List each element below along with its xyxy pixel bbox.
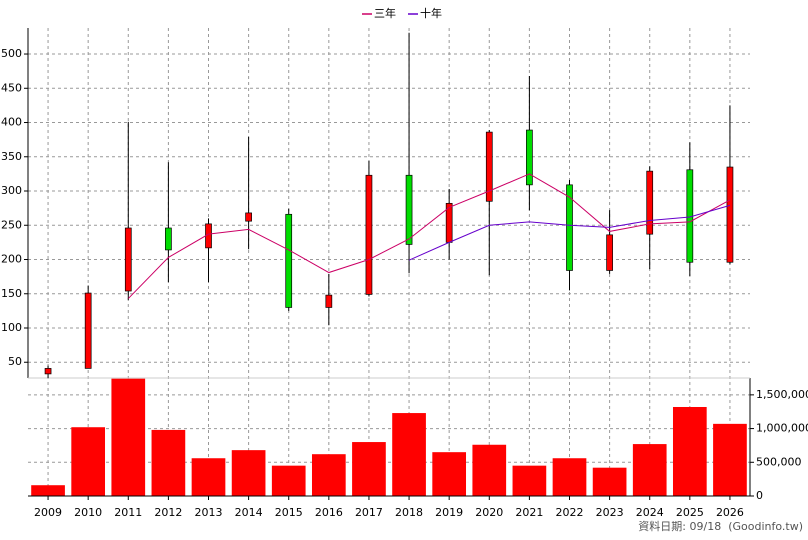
y-tick-label: 150 xyxy=(1,287,22,300)
volume-bar xyxy=(472,444,507,496)
x-tick-label: 2022 xyxy=(556,506,584,519)
ma-line xyxy=(408,204,731,261)
volume-bar xyxy=(231,450,266,496)
candle-body xyxy=(526,129,533,186)
candle-body xyxy=(646,170,654,235)
candle-body xyxy=(84,292,92,369)
volume-bar xyxy=(271,465,306,496)
candle-body xyxy=(245,212,252,222)
x-tick-label: 2017 xyxy=(355,506,383,519)
x-tick-label: 2010 xyxy=(74,506,102,519)
candle-body xyxy=(124,227,132,292)
x-tick-label: 2009 xyxy=(34,506,62,519)
y-tick-label: 200 xyxy=(1,253,22,266)
x-tick-label: 2021 xyxy=(515,506,543,519)
x-tick-label: 2016 xyxy=(315,506,343,519)
candle-body xyxy=(325,294,333,308)
candle-body xyxy=(485,131,493,202)
volume-bar xyxy=(672,406,707,496)
y-tick-label: 350 xyxy=(1,150,22,163)
legend-label: 十年 xyxy=(420,6,442,20)
candle-body xyxy=(566,184,573,271)
y2-tick-label: 0 xyxy=(756,489,763,502)
candle-body xyxy=(165,227,172,251)
x-tick-label: 2026 xyxy=(716,506,744,519)
x-tick-label: 2023 xyxy=(596,506,624,519)
volume-bar xyxy=(392,413,426,496)
candle-body xyxy=(285,213,293,308)
volume-bar xyxy=(31,485,65,496)
x-tick-label: 2015 xyxy=(275,506,303,519)
y-tick-label: 50 xyxy=(8,355,22,368)
volume-bar xyxy=(191,458,226,496)
y-tick-label: 100 xyxy=(1,321,22,334)
volume-bar xyxy=(71,427,106,496)
volume-bar xyxy=(512,465,547,496)
x-tick-label: 2024 xyxy=(636,506,664,519)
y2-tick-label: 500,000 xyxy=(756,455,802,468)
y2-tick-label: 1,000,000 xyxy=(756,422,808,435)
volume-bar xyxy=(151,429,186,496)
y-tick-label: 500 xyxy=(1,47,22,60)
y-tick-label: 450 xyxy=(1,81,22,94)
x-tick-label: 2019 xyxy=(435,506,463,519)
y-tick-label: 250 xyxy=(1,218,22,231)
candle-body xyxy=(726,166,734,263)
volume-bar xyxy=(592,467,627,496)
y2-tick-label: 1,500,000 xyxy=(756,388,808,401)
x-tick-label: 2018 xyxy=(395,506,423,519)
candle-body xyxy=(44,368,52,375)
volume-bar xyxy=(632,444,667,496)
x-tick-label: 2013 xyxy=(195,506,223,519)
volume-bar xyxy=(713,423,747,496)
candle-body xyxy=(405,174,413,245)
volume-bar xyxy=(111,378,146,496)
candle-body xyxy=(606,234,613,271)
x-tick-label: 2012 xyxy=(154,506,182,519)
candle-body xyxy=(365,174,373,295)
volume-bar xyxy=(311,454,346,496)
x-tick-label: 2014 xyxy=(235,506,263,519)
x-tick-label: 2025 xyxy=(676,506,704,519)
volume-bar xyxy=(352,442,386,496)
volume-bar xyxy=(552,458,587,496)
ma-line xyxy=(127,173,731,299)
x-tick-label: 2011 xyxy=(114,506,142,519)
legend-label: 三年 xyxy=(374,6,396,20)
y-tick-label: 300 xyxy=(1,184,22,197)
volume-bar xyxy=(432,452,467,496)
footer: 資料日期: 09/18 (Goodinfo.tw) xyxy=(638,519,803,533)
x-tick-label: 2020 xyxy=(475,506,503,519)
y-tick-label: 400 xyxy=(1,116,22,129)
